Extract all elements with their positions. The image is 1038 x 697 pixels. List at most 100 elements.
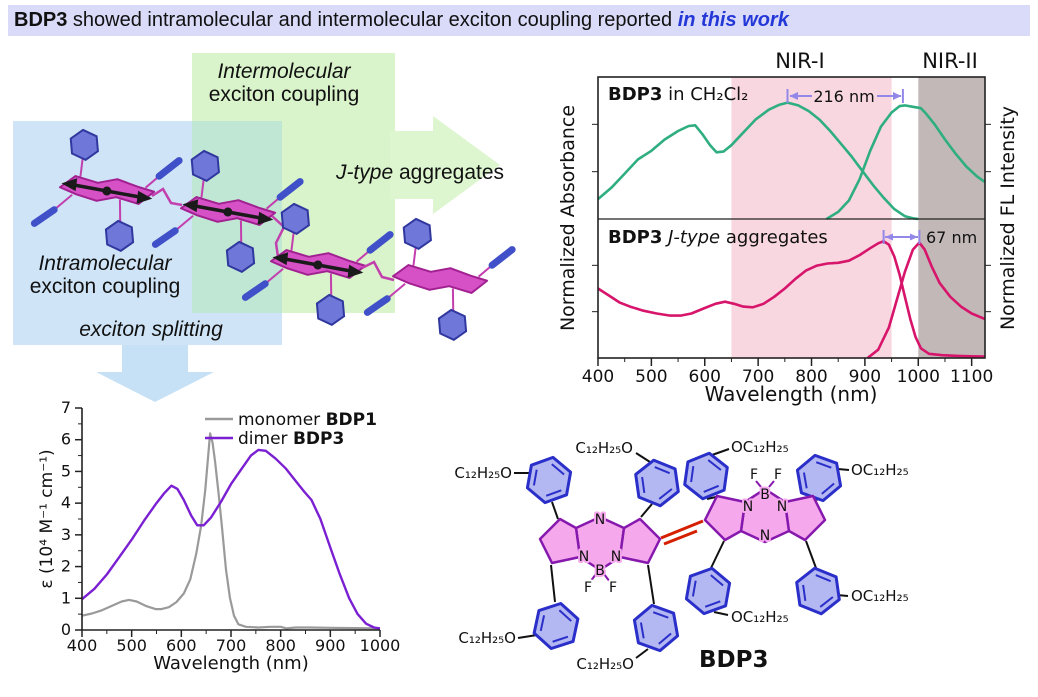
solution-emission-curve xyxy=(825,104,986,221)
stokes-shift-annotation-67 xyxy=(882,230,921,244)
tick-label: 800 xyxy=(265,636,296,655)
bdp3-chemical-structure: N N N B F F N N N B F F xyxy=(454,438,908,673)
stokes-shift-annotation-216 xyxy=(786,89,904,103)
tick-label: 7 xyxy=(61,398,71,417)
tick-label: 1100 xyxy=(950,367,993,387)
title-banner: BDP3 showed intramolecular and intermole… xyxy=(8,5,1030,36)
structure-name: BDP3 xyxy=(699,647,768,673)
exciton-splitting-label: exciton splitting xyxy=(79,318,223,341)
svg-text:N: N xyxy=(777,499,787,515)
substituent-label: OC₁₂H₂₅ xyxy=(851,461,909,479)
aryl-ring xyxy=(630,600,682,656)
svg-text:N: N xyxy=(611,549,621,565)
aggregate-emission-curve xyxy=(866,241,986,360)
plot-frame xyxy=(597,76,986,359)
tick-label: 900 xyxy=(315,636,346,655)
substituent-label: OC₁₂H₂₅ xyxy=(851,587,909,605)
tick-label: 1000 xyxy=(897,367,940,387)
aryl-ring xyxy=(793,563,843,619)
tick-label: 3 xyxy=(61,525,71,544)
jtype-aggregates-label: J-type aggregates xyxy=(335,161,504,184)
substituent-label: C₁₂H₂₅O xyxy=(458,629,516,647)
bonds xyxy=(514,448,850,659)
vinylene-bridge xyxy=(660,519,704,546)
banner-highlight: in this work xyxy=(677,9,789,31)
bodipy-right-atoms: N N N B F F xyxy=(741,465,789,546)
tick-label: 400 xyxy=(582,367,614,387)
aggregate-absorption-curve xyxy=(597,239,986,358)
legend-monomer: monomer BDP1 xyxy=(238,410,377,430)
epsilon-xlabel: Wavelength (nm) xyxy=(153,653,309,674)
solution-absorption-curve xyxy=(597,101,919,221)
exciton-splitting-down-arrow xyxy=(96,345,214,402)
tick-label: 2 xyxy=(61,557,71,576)
svg-text:B: B xyxy=(760,487,770,503)
substituent-label: OC₁₂H₂₅ xyxy=(731,438,789,456)
tick-label: 1 xyxy=(61,588,71,607)
epsilon-axis-ticks: 400 500 600 700 800 900 1000 0 1 2 3 4 5 6 7 xyxy=(61,398,401,655)
banner-compound: BDP3 xyxy=(14,9,68,31)
aryl-ring xyxy=(530,597,582,655)
svg-text:F: F xyxy=(609,580,617,596)
tick-label: 1000 xyxy=(360,636,401,655)
nir-ylabel-left: Normalized Absorbance xyxy=(557,105,579,331)
svg-text:F: F xyxy=(774,467,782,483)
annotation-216nm: 216 nm xyxy=(813,87,874,106)
annotation-67nm: 67 nm xyxy=(926,228,977,247)
linker xyxy=(271,215,286,258)
dimer-bdp3-curve xyxy=(81,448,381,630)
nir-x-axis-ticks: 400 500 600 700 800 900 1000 1100 xyxy=(582,123,993,387)
tick-label: 5 xyxy=(61,461,71,480)
aryl-ring xyxy=(523,452,575,508)
intramolecular-label-line2: exciton coupling xyxy=(30,275,181,298)
intermolecular-label-line1: Intermolecular xyxy=(217,60,351,83)
nir1-label: NIR-I xyxy=(775,49,824,73)
nir-xlabel: Wavelength (nm) xyxy=(705,382,878,406)
nir1-band xyxy=(731,77,892,358)
substituent-label: C₁₂H₂₅O xyxy=(575,439,633,457)
jtype-right-arrow xyxy=(390,116,500,214)
substituent-label: OC₁₂H₂₅ xyxy=(731,608,789,626)
linker xyxy=(361,260,395,282)
aryl-ring xyxy=(632,455,682,511)
intramolecular-label-line1: Intramolecular xyxy=(38,252,172,275)
exciton-coupling-scheme: Intermolecular exciton coupling J-type a… xyxy=(13,53,515,402)
tick-label: 800 xyxy=(795,367,827,387)
nir2-label: NIR-II xyxy=(922,49,978,73)
legend-dimer: dimer BDP3 xyxy=(238,429,344,449)
tick-label: 600 xyxy=(689,367,721,387)
bodipy-core-right xyxy=(703,480,827,544)
substituent-labels: C₁₂H₂₅O C₁₂H₂₅O C₁₂H₂₅O C₁₂H₂₅O OC₁₂H₂₅ … xyxy=(454,438,908,673)
linker xyxy=(151,187,183,207)
svg-text:N: N xyxy=(760,528,770,544)
tick-label: 700 xyxy=(742,367,774,387)
aryl-ring xyxy=(681,448,731,504)
svg-text:F: F xyxy=(750,467,758,483)
intermolecular-label-line2: exciton coupling xyxy=(209,83,360,106)
monomer-bdp1-curve xyxy=(81,432,381,630)
banner-text: showed intramolecular and intermolecular… xyxy=(67,9,678,31)
substituent-label: C₁₂H₂₅O xyxy=(576,655,634,673)
tick-label: 400 xyxy=(67,636,98,655)
aryl-ring xyxy=(682,563,734,619)
bodipy-core-left xyxy=(538,515,662,583)
nir-ylabel-right: Normalized FL Intensity xyxy=(997,106,1019,330)
svg-text:N: N xyxy=(595,512,605,528)
panel1-title: BDP3 in CH₂Cl₂ xyxy=(608,84,748,105)
tick-label: 600 xyxy=(166,636,197,655)
nir2-band xyxy=(918,77,985,358)
substituent-label: C₁₂H₂₅O xyxy=(454,464,512,482)
panel2-title: BDP3 J-type aggregates xyxy=(608,227,828,248)
svg-text:N: N xyxy=(579,549,589,565)
epsilon-chart: monomer BDP1 dimer BDP3 400 500 600 700 800 9… xyxy=(37,398,400,674)
nir-spectra-chart: NIR-I NIR-II BDP3 in CH₂Cl₂ BDP3 J-type … xyxy=(557,49,1019,406)
aryl-ring xyxy=(793,450,845,506)
epsilon-ylabel: ε (10⁴ M⁻¹ cm⁻¹) xyxy=(37,449,57,588)
svg-text:B: B xyxy=(595,563,605,579)
tick-label: 500 xyxy=(635,367,667,387)
tick-label: 0 xyxy=(61,620,71,639)
tick-label: 900 xyxy=(849,367,881,387)
tick-label: 6 xyxy=(61,430,71,449)
